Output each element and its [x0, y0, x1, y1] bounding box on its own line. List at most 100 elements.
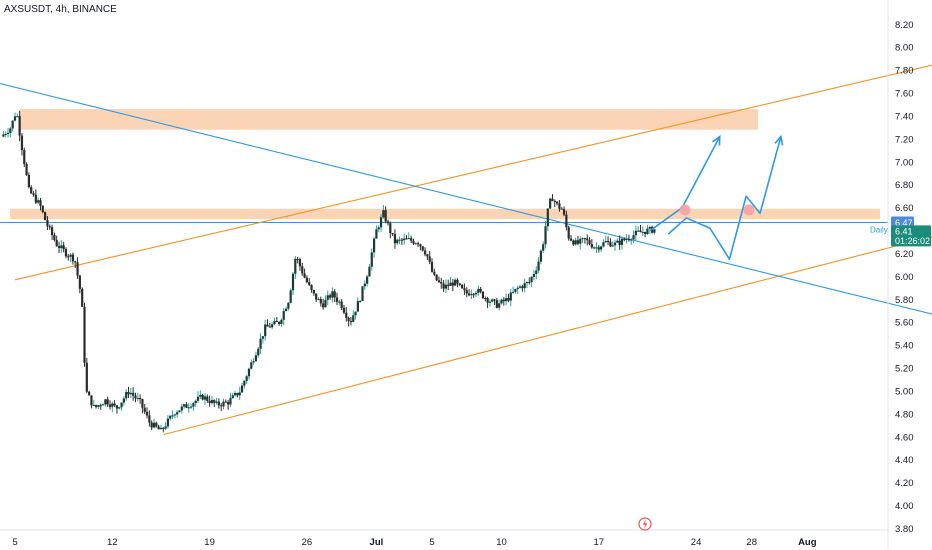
y-tick-label: 5.20: [895, 364, 914, 375]
candle-body: [472, 294, 475, 296]
candle-body: [590, 244, 593, 248]
candle-body: [454, 279, 457, 286]
candle-body: [206, 396, 209, 401]
y-tick-label: 6.80: [895, 180, 914, 191]
zone-0: [20, 109, 758, 130]
candle-body: [243, 380, 246, 386]
candle-body: [419, 244, 422, 247]
candle-body: [37, 200, 40, 203]
candle-body: [67, 256, 70, 258]
y-tick-label: 7.60: [895, 89, 914, 100]
y-tick-label: 5.60: [895, 318, 914, 329]
time-axis[interactable]: 5 12 19 26 Jul 5 10 17 24 28 Aug: [12, 537, 816, 548]
candle-body: [178, 410, 181, 413]
candle-body: [236, 392, 239, 396]
candle-body: [46, 219, 49, 227]
candle-body: [368, 266, 371, 277]
candle-body: [546, 208, 549, 227]
y-tick-label: 4.00: [895, 501, 914, 512]
candle-body: [252, 361, 255, 363]
candle-body: [556, 201, 559, 204]
x-tick-label: 17: [594, 537, 605, 548]
candle-body: [159, 427, 163, 430]
candle-body: [632, 235, 635, 240]
candle-body: [199, 394, 202, 397]
candle-body: [528, 281, 531, 283]
candle-body: [403, 238, 406, 241]
candle-body: [220, 405, 223, 407]
candle-body: [104, 399, 107, 405]
candle-body: [458, 283, 461, 285]
candle-body: [352, 315, 355, 322]
x-tick-label: 5: [429, 537, 434, 548]
candle-body: [148, 415, 151, 423]
candle-body: [183, 404, 186, 407]
trendline-orange-1[interactable]: [163, 213, 932, 436]
candle-body: [623, 238, 626, 241]
candle-body: [461, 284, 464, 289]
candle-body: [479, 288, 482, 292]
candle-body: [196, 396, 200, 401]
candle-body: [99, 405, 102, 407]
candle-body: [215, 401, 218, 403]
candle-body: [542, 244, 545, 251]
candle-body: [247, 368, 251, 377]
x-tick-label: 26: [302, 537, 313, 548]
candle-body: [407, 238, 410, 240]
candle-body: [23, 150, 26, 164]
candle-body: [516, 287, 519, 289]
candle-body: [125, 392, 128, 399]
marker-0: [679, 204, 691, 216]
candle-body: [361, 286, 364, 302]
candle-body: [345, 312, 348, 318]
candle-body: [217, 401, 220, 406]
daily-price-tag-text: 6.47: [895, 218, 913, 228]
candle-body: [586, 238, 589, 241]
candle-body: [437, 280, 441, 282]
candle-body: [328, 295, 332, 298]
candle-body: [359, 301, 362, 303]
candle-body: [245, 376, 248, 381]
y-tick-label: 3.80: [895, 524, 914, 535]
candle-body: [375, 229, 378, 239]
candle-body: [493, 299, 496, 301]
candle-body: [20, 135, 24, 151]
trendline-blue-2[interactable]: [0, 70, 932, 318]
candle-body: [572, 240, 575, 245]
candle-body: [16, 116, 19, 118]
candle-body: [606, 241, 610, 243]
candle-body: [609, 241, 612, 247]
candle-body: [530, 276, 533, 283]
candle-body: [500, 299, 503, 304]
countdown-text: 01:26:02: [895, 236, 930, 246]
candle-body: [9, 128, 12, 133]
y-tick-label: 4.20: [895, 478, 914, 489]
price-axis[interactable]: 3.80 4.00 4.20 4.40 4.60 4.80 5.00 5.20 5.40 5.60…: [895, 20, 914, 535]
trendlines[interactable]: [0, 59, 932, 436]
candle-body: [514, 288, 517, 292]
candle-body: [171, 415, 174, 417]
candle-body: [488, 301, 492, 303]
candle-body: [254, 355, 258, 362]
candle-body: [574, 240, 577, 245]
candle-body: [150, 422, 153, 428]
candle-body: [111, 403, 114, 407]
candle-body: [25, 163, 28, 175]
candle-body: [384, 210, 387, 222]
y-tick-label: 4.40: [895, 455, 914, 466]
candle-body: [48, 226, 51, 228]
candle-body: [319, 299, 322, 304]
candle-body: [356, 301, 359, 312]
candle-body: [250, 362, 253, 369]
projection-arrowhead-1: [774, 134, 784, 146]
candle-body: [97, 405, 100, 407]
projection-path-1[interactable]: [667, 136, 782, 260]
projection-paths[interactable]: [649, 134, 784, 260]
flash-icon[interactable]: [638, 517, 652, 531]
trendline-orange-0[interactable]: [14, 59, 932, 281]
candle-body: [481, 291, 485, 299]
candle-body: [6, 132, 10, 134]
candle-body: [81, 288, 84, 307]
candle-body: [393, 234, 397, 244]
